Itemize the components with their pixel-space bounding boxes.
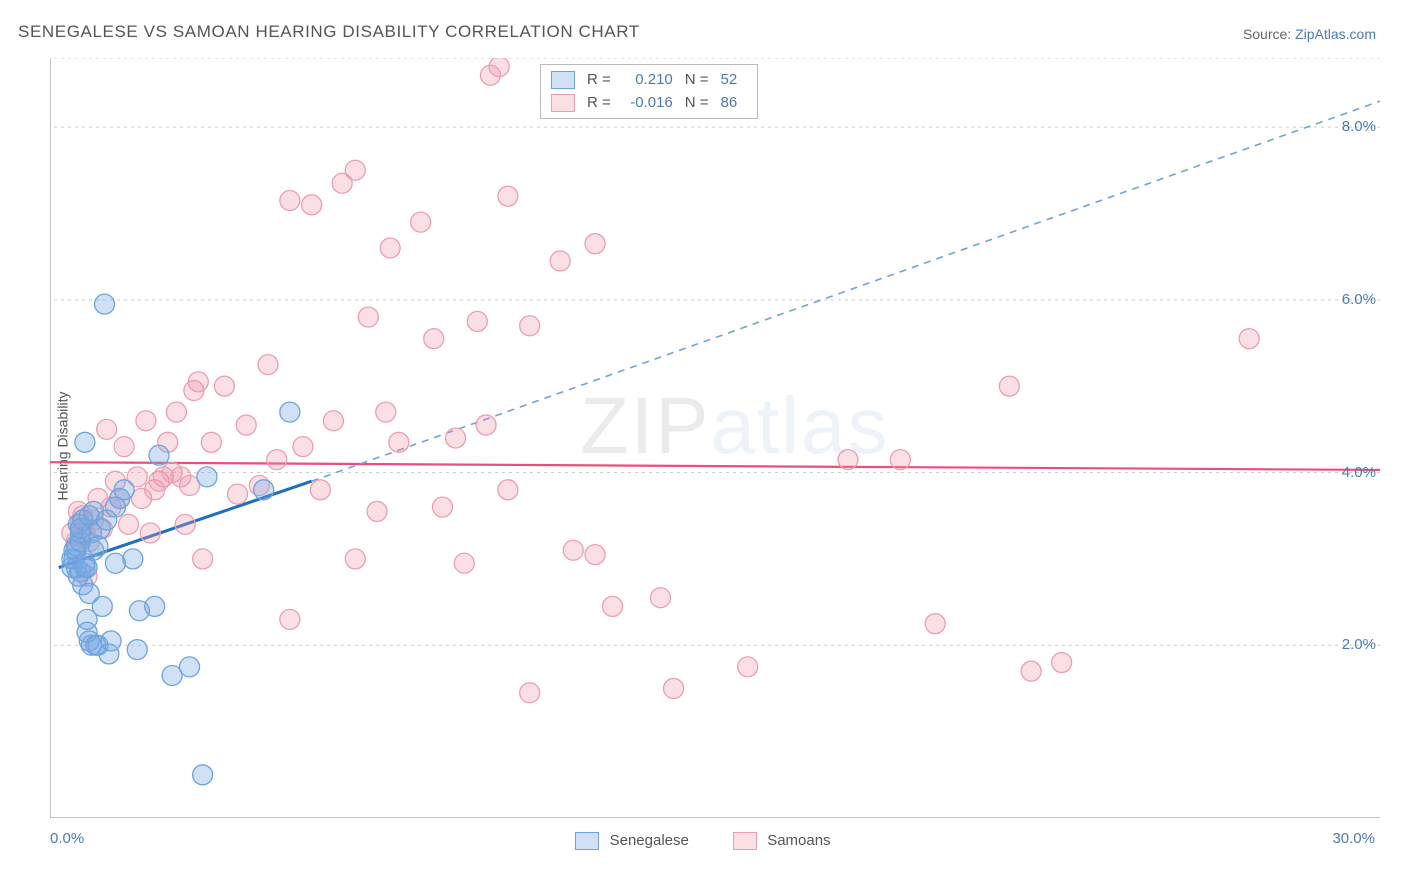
y-tick-label: 8.0% — [1342, 118, 1376, 135]
legend-item-senegalese: Senegalese — [575, 832, 688, 850]
series-legend: Senegalese Samoans — [0, 832, 1406, 850]
y-tick-label: 6.0% — [1342, 291, 1376, 308]
source-attribution: Source: ZipAtlas.com — [1243, 26, 1376, 42]
r-label: R = — [587, 69, 611, 92]
legend-swatch-samoans — [733, 832, 757, 850]
r-label: R = — [587, 92, 611, 115]
legend-swatch-senegalese — [575, 832, 599, 850]
r-value: 0.210 — [623, 69, 673, 92]
legend-swatch — [551, 71, 575, 89]
n-label: N = — [685, 69, 709, 92]
legend-label-senegalese: Senegalese — [610, 832, 689, 849]
y-tick-label: 4.0% — [1342, 464, 1376, 481]
chart-title: SENEGALESE VS SAMOAN HEARING DISABILITY … — [18, 22, 640, 42]
y-tick-label: 2.0% — [1342, 636, 1376, 653]
legend-label-samoans: Samoans — [767, 832, 830, 849]
chart-plot-area — [50, 58, 1380, 818]
legend-row: R = 0.210 N = 52 — [551, 69, 747, 92]
n-value: 52 — [721, 69, 747, 92]
source-link[interactable]: ZipAtlas.com — [1295, 26, 1376, 42]
n-label: N = — [685, 92, 709, 115]
legend-swatch — [551, 94, 575, 112]
correlation-legend: R = 0.210 N = 52 R = -0.016 N = 86 — [540, 64, 758, 119]
legend-item-samoans: Samoans — [733, 832, 831, 850]
legend-row: R = -0.016 N = 86 — [551, 92, 747, 115]
n-value: 86 — [721, 92, 747, 115]
r-value: -0.016 — [623, 92, 673, 115]
source-label: Source: — [1243, 26, 1295, 42]
